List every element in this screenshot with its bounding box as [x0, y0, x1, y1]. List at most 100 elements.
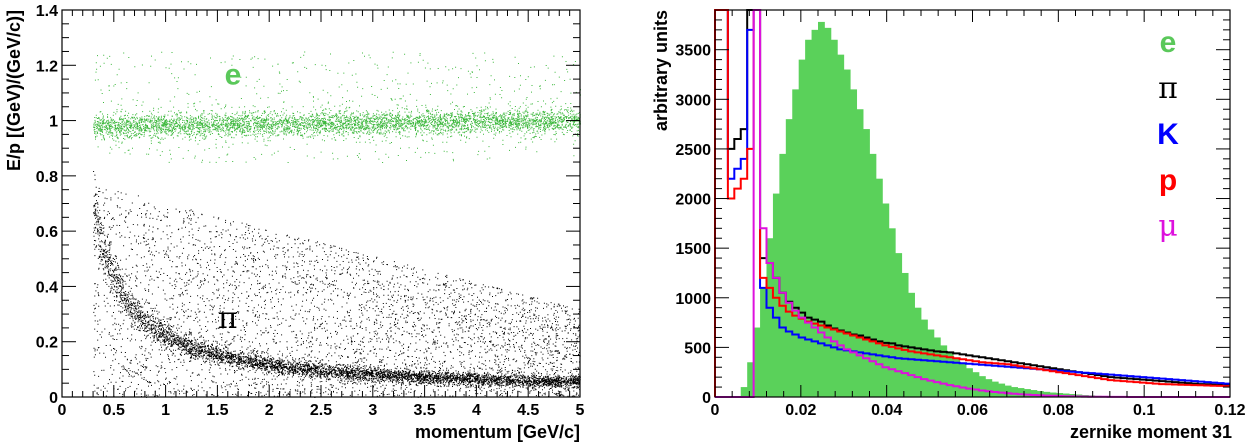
histogram-bar [818, 21, 825, 397]
right-x-tick-label: 0.04 [871, 402, 902, 419]
histogram-bar [888, 228, 896, 397]
left-axis-ticks: 0 0.5 1 1.5 2 2.5 3 3.5 4 4.5 5 0 0.2 0.4 0.6 0.8 1 1.2 1.… [36, 3, 585, 419]
histogram-bar [927, 329, 935, 397]
histogram-bar [805, 39, 812, 398]
right-y-tick-label: 1000 [675, 291, 711, 308]
histogram-bar [882, 203, 890, 397]
histogram-bar [753, 327, 761, 397]
left-y-tick-label: 1 [49, 114, 58, 131]
histogram-bar [798, 59, 806, 398]
histogram-bar [1004, 385, 1012, 397]
histogram-bar [972, 372, 980, 397]
histogram-bar [869, 153, 877, 397]
histogram-step-line [714, 9, 1230, 397]
histogram-bar [875, 178, 883, 397]
histogram-step-line [714, 9, 1230, 397]
histogram-bar [921, 319, 928, 397]
left-y-tick-label: 1.4 [36, 3, 58, 20]
right-axis-ticks: 0 0.02 0.04 0.06 0.08 0.1 0.12 0 500 1000 1500 2000… [675, 9, 1246, 419]
left-x-tick-label: 2.5 [310, 402, 332, 419]
right-y-tick-label: 2000 [675, 192, 711, 209]
histogram-bar [895, 253, 903, 397]
histogram-bar [1011, 387, 1018, 397]
right-y-tick-label: 3500 [675, 43, 711, 60]
histogram-bar [1024, 389, 1031, 397]
histogram-bar [933, 337, 941, 397]
left-plot-frame [61, 9, 581, 398]
left-x-axis-title: momentum [GeV/c] [415, 422, 580, 442]
left-y-tick-label: 0.8 [36, 169, 58, 186]
histogram-bar [991, 381, 999, 397]
left-y-tick-label: 0.2 [36, 335, 58, 352]
right-x-tick-label: 0 [711, 402, 720, 419]
histogram-bar [740, 387, 748, 397]
left-y-tick-label: 1.2 [36, 58, 58, 75]
left-x-tick-label: 3.5 [413, 402, 435, 419]
left-scatter-panel: 0 0.5 1 1.5 2 2.5 3 3.5 4 4.5 5 0 0.2 0.4 0.6 0.8 1 1.2 1.… [4, 3, 585, 442]
right-y-tick-label: 3000 [675, 92, 711, 109]
legend-entry-e: e [1160, 26, 1177, 59]
histogram-bar [1043, 391, 1051, 397]
right-y-tick-label: 500 [684, 340, 711, 357]
right-x-tick-label: 0.12 [1214, 402, 1245, 419]
left-y-axis-title: E/p [(GeV)/(GeV/c)] [4, 10, 24, 171]
left-x-tick-label: 0.5 [103, 402, 125, 419]
histogram-bar [850, 89, 858, 397]
right-y-axis-title: arbitrary units [651, 10, 671, 131]
histogram-bar [998, 383, 1006, 397]
histogram-bar [785, 119, 793, 398]
histogram-bar [1036, 391, 1044, 397]
histogram-bar [946, 352, 954, 397]
histogram-bar [772, 193, 780, 397]
histogram-bar [908, 292, 915, 397]
histogram-bar [843, 69, 851, 397]
legend-entry-mu: μ [1158, 209, 1178, 244]
histogram-bar [811, 29, 819, 397]
histogram-bar [856, 109, 864, 397]
series-pi [714, 9, 1230, 397]
legend-entry-pi: π [1158, 71, 1178, 106]
left-x-tick-label: 1 [161, 402, 170, 419]
left-x-tick-label: 5 [576, 402, 585, 419]
right-x-tick-label: 0.08 [1043, 402, 1074, 419]
right-y-tick-label: 1500 [675, 241, 711, 258]
histogram-bar [747, 362, 755, 397]
histogram-bar [953, 358, 961, 397]
left-y-tick-label: 0.6 [36, 224, 58, 241]
histogram-bar [1030, 390, 1038, 397]
right-histogram-panel: 0 0.02 0.04 0.06 0.08 0.1 0.12 0 500 1000 1500 2000… [651, 9, 1246, 442]
right-x-tick-label: 0.06 [957, 402, 988, 419]
left-y-tick-label: 0 [49, 390, 58, 407]
series-e [740, 21, 1141, 398]
left-x-tick-label: 4.5 [517, 402, 539, 419]
legend-entry-K: K [1157, 118, 1179, 151]
histogram-bar [985, 379, 993, 397]
right-x-tick-label: 0.1 [1133, 402, 1155, 419]
histogram-bar [940, 345, 948, 397]
right-x-tick-label: 0.02 [785, 402, 816, 419]
left-x-tick-label: 1.5 [206, 402, 228, 419]
left-y-tick-label: 0.4 [36, 279, 58, 296]
histogram-bar [830, 39, 838, 398]
left-annotations: eπ [218, 59, 241, 336]
histogram-bar [766, 238, 774, 397]
pion-label: π [218, 301, 238, 336]
right-x-axis-title: zernike moment 31 [1070, 422, 1232, 442]
right-y-tick-label: 0 [702, 390, 711, 407]
series-K [714, 9, 1230, 397]
left-x-tick-label: 2 [265, 402, 274, 419]
left-x-tick-label: 3 [368, 402, 377, 419]
histogram-bar [978, 376, 986, 397]
histogram-bar [837, 54, 845, 398]
histogram-bar [779, 153, 787, 397]
electron-label: e [225, 59, 242, 92]
electron-points [93, 51, 581, 163]
histogram-bar [824, 27, 832, 398]
histogram-bar [966, 368, 973, 397]
left-x-tick-label: 0 [58, 402, 67, 419]
left-scatter-points [93, 51, 581, 398]
histogram-bar [1017, 388, 1025, 397]
